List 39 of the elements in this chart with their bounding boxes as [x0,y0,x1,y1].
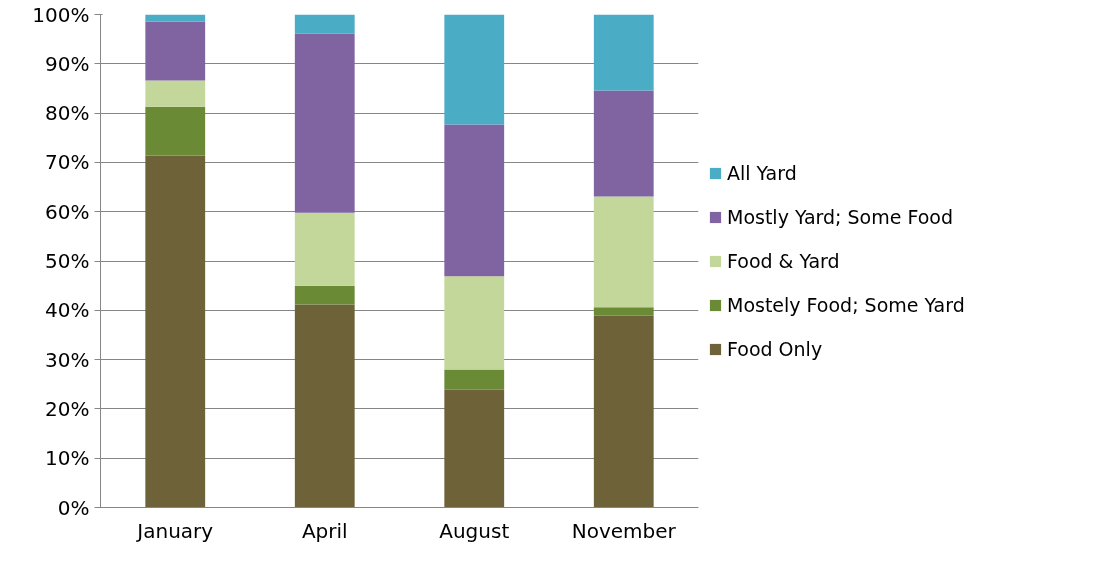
bar [294,14,355,34]
y-tick-label: 80% [45,101,90,126]
bar [444,14,505,125]
y-tick-label: 50% [45,249,90,273]
bar [593,315,654,508]
bar [145,80,206,107]
bar [145,106,206,156]
x-tick-label: April [301,518,348,543]
bar [294,285,355,305]
bar [593,307,654,316]
bar [593,14,654,91]
y-tick-label: 70% [45,150,90,175]
bar [294,33,355,213]
legend-label: All Yard [727,161,797,184]
y-tick-label: 30% [45,347,90,372]
bar [593,196,654,308]
x-tick-label: January [135,518,214,543]
legend-label: Food & Yard [727,249,840,272]
bar [145,155,206,508]
bar [294,212,355,286]
y-tick-label: 90% [45,51,90,76]
x-tick-label: November [571,518,677,543]
bar [593,90,654,197]
bar [145,21,206,81]
bar [444,369,505,390]
x-tick-label: August [439,518,510,543]
y-tick-label: 10% [45,446,90,471]
y-tick-label: 100% [32,2,90,27]
legend-label: Food Only [727,337,823,360]
y-tick-label: 40% [45,298,90,323]
bar [294,304,355,508]
bar [444,124,505,277]
legend-label: Mostly Yard; Some Food [727,205,954,228]
y-tick-label: 60% [45,199,90,224]
y-tick-label: 0% [57,495,90,520]
y-tick-label: 20% [45,396,90,421]
bar [444,276,505,370]
legend-label: Mostely Food; Some Yard [727,293,965,316]
bar [444,389,505,508]
